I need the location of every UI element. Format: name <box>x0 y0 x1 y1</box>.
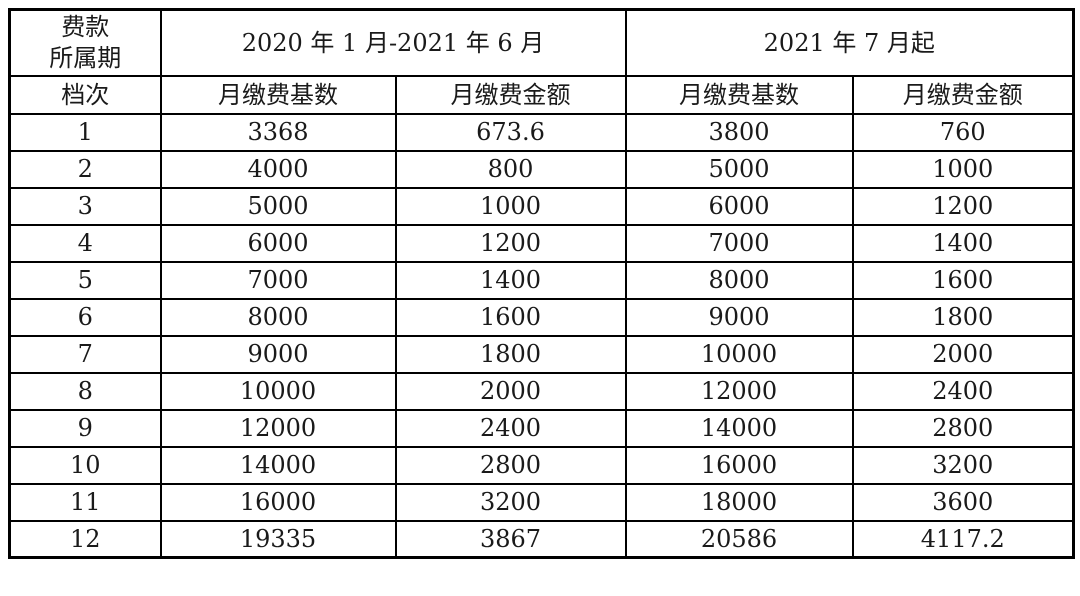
p2-base-cell: 18000 <box>624 482 854 522</box>
p1-base-cell: 3368 <box>159 112 397 152</box>
p1-amount-cell: 3200 <box>394 482 627 522</box>
fee-period-corner-header: 费款 所属期 <box>8 8 162 77</box>
p2-base-cell: 6000 <box>624 186 854 226</box>
tier-cell: 1 <box>8 112 162 152</box>
tier-cell: 9 <box>8 408 162 448</box>
tier-cell: 7 <box>8 334 162 374</box>
period-2-header: 2021 年 7 月起 <box>624 8 1075 77</box>
p2-amount-cell: 1400 <box>851 223 1075 263</box>
p2-amount-cell: 1000 <box>851 149 1075 189</box>
period-2-base-header: 月缴费基数 <box>624 74 854 115</box>
p2-base-cell: 3800 <box>624 112 854 152</box>
fee-period-corner-line1: 费款 <box>61 12 110 41</box>
p1-base-cell: 7000 <box>159 260 397 300</box>
p1-amount-cell: 1400 <box>394 260 627 300</box>
p1-amount-cell: 800 <box>394 149 627 189</box>
table-row: 6 8000 1600 9000 1800 <box>8 297 1075 337</box>
tier-column-header: 档次 <box>8 74 162 115</box>
p2-base-cell: 20586 <box>624 519 854 559</box>
table-row: 8 10000 2000 12000 2400 <box>8 371 1075 411</box>
subcolumn-header-row: 档次 月缴费基数 月缴费金额 月缴费基数 月缴费金额 <box>8 74 1075 115</box>
p2-amount-cell: 3600 <box>851 482 1075 522</box>
tier-cell: 8 <box>8 371 162 411</box>
table-row: 10 14000 2800 16000 3200 <box>8 445 1075 485</box>
p2-base-cell: 5000 <box>624 149 854 189</box>
p2-amount-cell: 760 <box>851 112 1075 152</box>
p1-amount-cell: 1200 <box>394 223 627 263</box>
p2-amount-cell: 2000 <box>851 334 1075 374</box>
p1-amount-cell: 2800 <box>394 445 627 485</box>
period-2-amount-header: 月缴费金额 <box>851 74 1075 115</box>
period-header-row: 费款 所属期 2020 年 1 月-2021 年 6 月 2021 年 7 月起 <box>8 8 1075 77</box>
p1-base-cell: 8000 <box>159 297 397 337</box>
fee-period-corner-line2: 所属期 <box>49 43 122 72</box>
table-row: 1 3368 673.6 3800 760 <box>8 112 1075 152</box>
p1-base-cell: 10000 <box>159 371 397 411</box>
p1-amount-cell: 1000 <box>394 186 627 226</box>
p2-amount-cell: 1600 <box>851 260 1075 300</box>
tier-cell: 5 <box>8 260 162 300</box>
tier-cell: 2 <box>8 149 162 189</box>
p2-amount-cell: 4117.2 <box>851 519 1075 559</box>
tier-cell: 6 <box>8 297 162 337</box>
p2-amount-cell: 3200 <box>851 445 1075 485</box>
table-row: 4 6000 1200 7000 1400 <box>8 223 1075 263</box>
p2-base-cell: 14000 <box>624 408 854 448</box>
table-row: 3 5000 1000 6000 1200 <box>8 186 1075 226</box>
p2-amount-cell: 2800 <box>851 408 1075 448</box>
p2-base-cell: 12000 <box>624 371 854 411</box>
table-row: 7 9000 1800 10000 2000 <box>8 334 1075 374</box>
p2-base-cell: 8000 <box>624 260 854 300</box>
p1-base-cell: 6000 <box>159 223 397 263</box>
table-row: 9 12000 2400 14000 2800 <box>8 408 1075 448</box>
page: 费款 所属期 2020 年 1 月-2021 年 6 月 2021 年 7 月起… <box>8 8 1076 559</box>
period-1-base-header: 月缴费基数 <box>159 74 397 115</box>
tier-cell: 10 <box>8 445 162 485</box>
p2-amount-cell: 1800 <box>851 297 1075 337</box>
p1-base-cell: 14000 <box>159 445 397 485</box>
p1-base-cell: 4000 <box>159 149 397 189</box>
tier-cell: 12 <box>8 519 162 559</box>
table-row: 5 7000 1400 8000 1600 <box>8 260 1075 300</box>
p2-base-cell: 7000 <box>624 223 854 263</box>
p2-amount-cell: 2400 <box>851 371 1075 411</box>
table-row: 2 4000 800 5000 1000 <box>8 149 1075 189</box>
tier-cell: 11 <box>8 482 162 522</box>
p1-amount-cell: 2400 <box>394 408 627 448</box>
tier-cell: 3 <box>8 186 162 226</box>
tier-cell: 4 <box>8 223 162 263</box>
p1-base-cell: 9000 <box>159 334 397 374</box>
p1-base-cell: 19335 <box>159 519 397 559</box>
p1-amount-cell: 2000 <box>394 371 627 411</box>
period-1-amount-header: 月缴费金额 <box>394 74 627 115</box>
p1-amount-cell: 673.6 <box>394 112 627 152</box>
table-row: 12 19335 3867 20586 4117.2 <box>8 519 1075 559</box>
p2-base-cell: 16000 <box>624 445 854 485</box>
p2-base-cell: 10000 <box>624 334 854 374</box>
p1-base-cell: 12000 <box>159 408 397 448</box>
p1-base-cell: 16000 <box>159 482 397 522</box>
p1-amount-cell: 1600 <box>394 297 627 337</box>
period-1-header: 2020 年 1 月-2021 年 6 月 <box>159 8 627 77</box>
p1-base-cell: 5000 <box>159 186 397 226</box>
p1-amount-cell: 3867 <box>394 519 627 559</box>
p1-amount-cell: 1800 <box>394 334 627 374</box>
p2-amount-cell: 1200 <box>851 186 1075 226</box>
table-row: 11 16000 3200 18000 3600 <box>8 482 1075 522</box>
p2-base-cell: 9000 <box>624 297 854 337</box>
contribution-tier-table: 费款 所属期 2020 年 1 月-2021 年 6 月 2021 年 7 月起… <box>8 8 1076 559</box>
